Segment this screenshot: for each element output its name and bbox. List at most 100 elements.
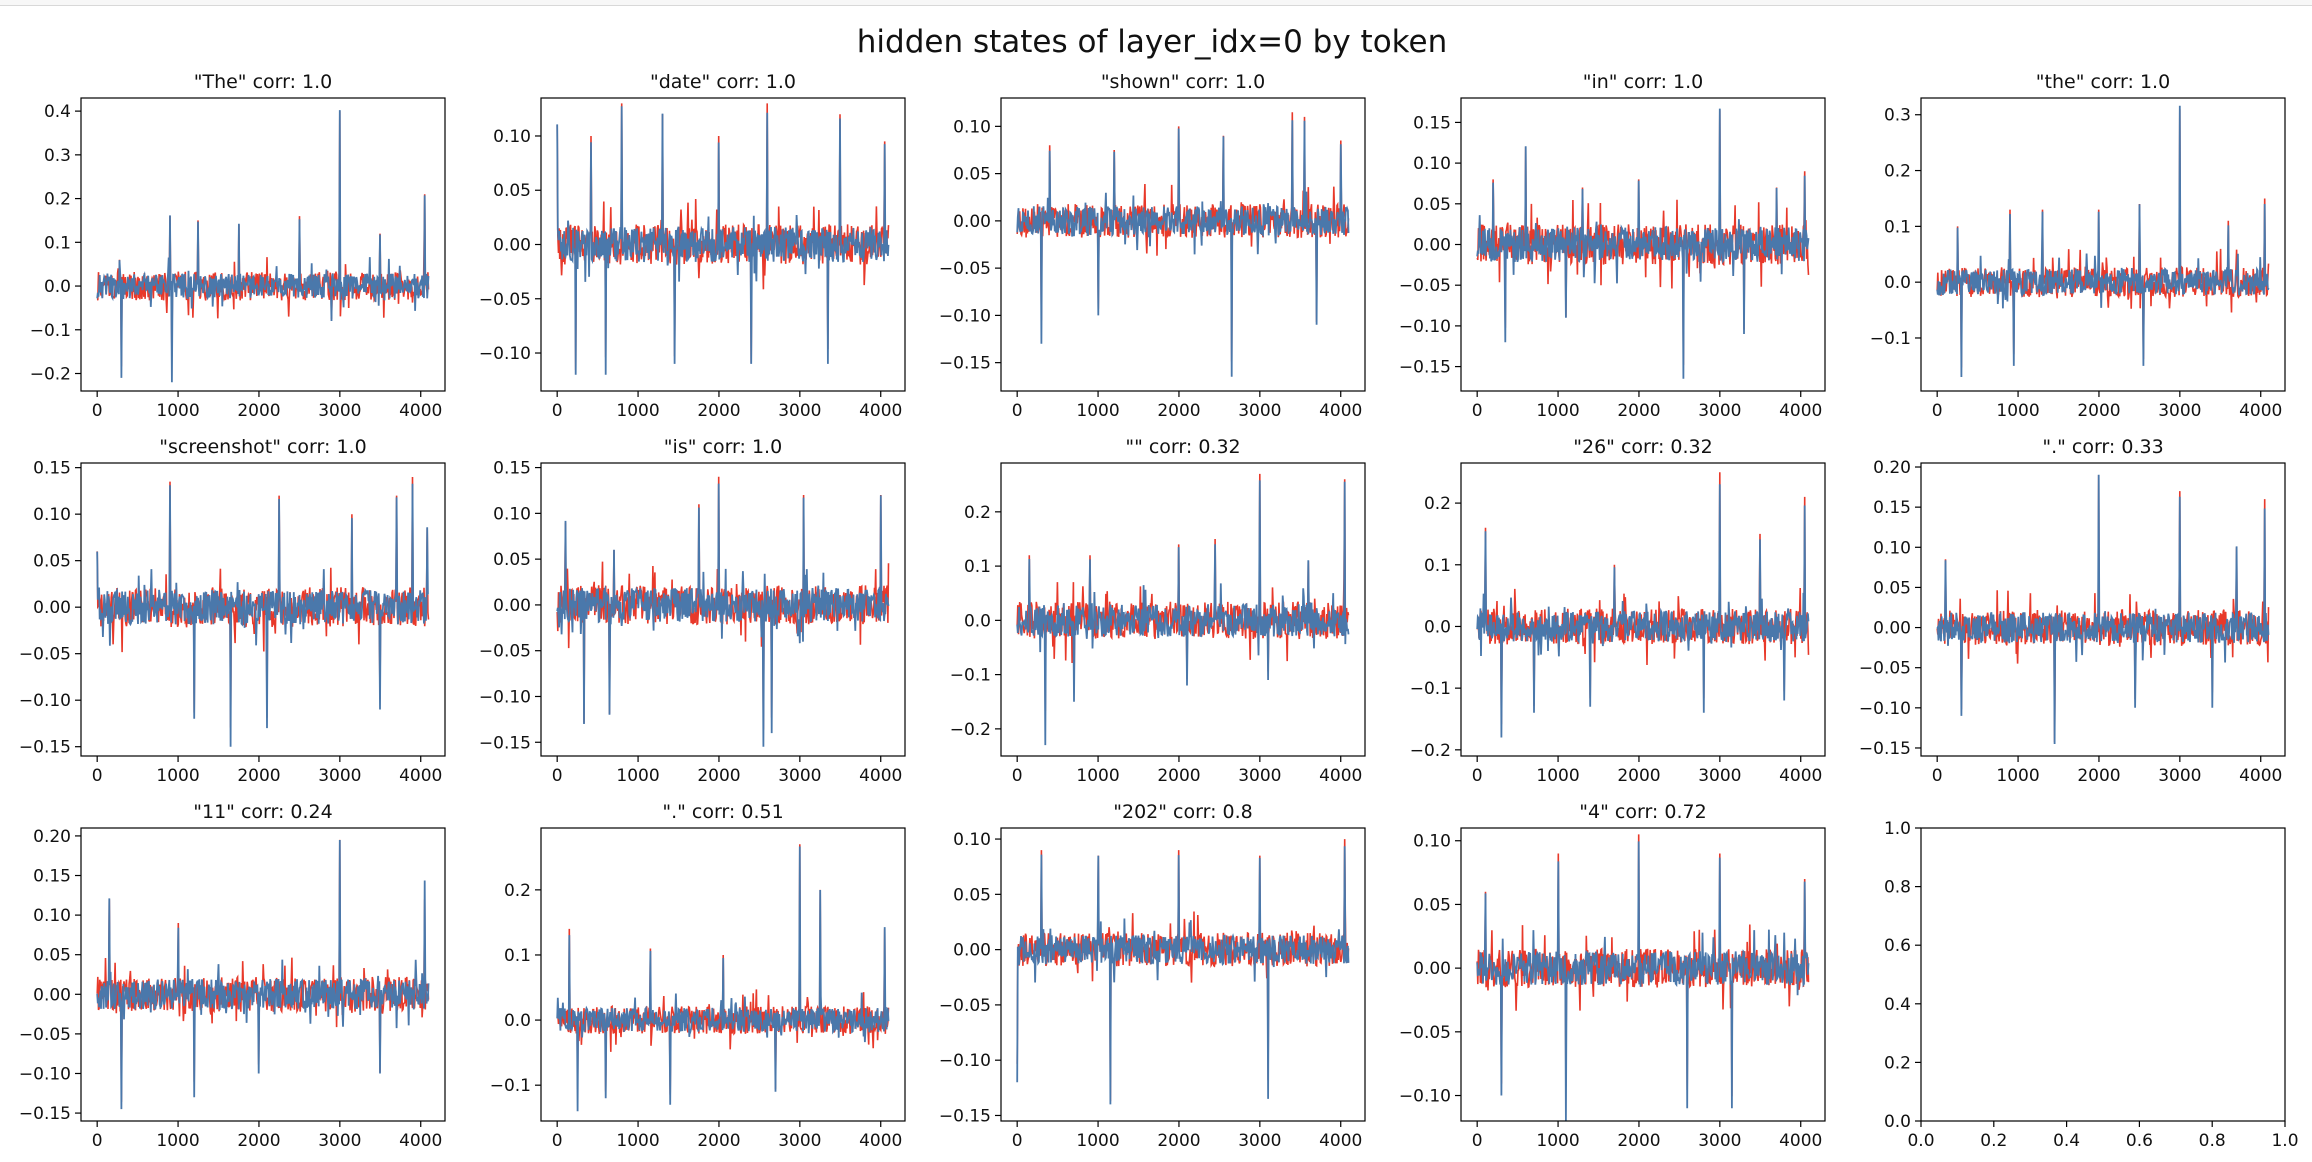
series-blue-line [1016,846,1350,1105]
y-tick-label: 0.10 [33,906,71,926]
y-tick-label: 0.0 [44,277,71,297]
y-tick-label: 0.00 [33,598,71,618]
series-red-line [1016,112,1350,362]
y-tick-label: −0.1 [30,321,71,341]
y-tick-label: 0.05 [493,550,531,570]
series-blue-line [556,106,890,375]
y-tick-label: 0.00 [953,941,991,961]
y-tick-label: 0.0 [964,611,991,631]
series-blue-line [556,483,890,747]
axes-frame [540,462,906,757]
subplot-title: "screenshot" corr: 1.0 [159,436,366,458]
x-tick-label: 0.4 [2053,1131,2080,1151]
y-tick-label: 0.15 [1873,498,1911,518]
x-tick-label: 2000 [1157,401,1200,421]
y-tick-label: −0.05 [1399,276,1451,296]
y-tick-label: −0.10 [1399,317,1451,337]
y-tick-label: −0.15 [479,733,531,753]
y-tick-label: 0.2 [504,881,531,901]
subplot-title: "." corr: 0.51 [662,801,783,823]
subplot-11: 0 1000 2000 3000 4000 −0.15 −0.10 −0.05 0.00 0.05… [19,801,446,1151]
y-tick-label: 0.15 [1413,113,1451,133]
subplot-title: "26" corr: 0.32 [1573,436,1712,458]
x-tick-label: 1000 [1076,401,1119,421]
x-tick-label: 3000 [778,1131,821,1151]
x-tick-label: 1000 [1996,401,2039,421]
y-tick-label: 0.00 [953,212,991,232]
y-tick-label: 0.10 [953,830,991,850]
x-tick-label: 1.0 [2271,1131,2298,1151]
x-tick-label: 0.6 [2126,1131,2153,1151]
y-tick-label: −0.15 [939,354,991,374]
x-tick-label: 1000 [1536,1131,1579,1151]
subplot-8: 0 1000 2000 3000 4000 −0.2 −0.1 0.0 0.1 0.2 "" cor… [950,436,1366,786]
y-tick-label: 0.10 [953,117,991,137]
y-tick-label: 0.00 [1413,236,1451,256]
x-tick-label: 1000 [616,401,659,421]
y-tick-label: 0.10 [493,504,531,524]
y-tick-label: 0.10 [1413,832,1451,852]
y-tick-label: 0.05 [1873,578,1911,598]
x-tick-label: 4000 [1319,401,1362,421]
y-tick-label: 0.05 [33,946,71,966]
x-tick-label: 4000 [1779,1131,1822,1151]
y-tick-label: −0.1 [950,666,991,686]
x-tick-label: 4000 [1779,401,1822,421]
x-tick-label: 4000 [859,766,902,786]
y-tick-label: −0.05 [479,642,531,662]
subplot-5: 0 1000 2000 3000 4000 −0.1 0.0 0.1 0.2 0.3 "the" c… [1870,71,2286,421]
x-tick-label: 1000 [1536,766,1579,786]
subplot-10: 0 1000 2000 3000 4000 −0.15 −0.10 −0.05 0.00 0.05… [1859,436,2286,786]
y-tick-label: 0.00 [493,596,531,616]
y-tick-label: −0.15 [19,1104,71,1124]
y-tick-label: 0.6 [1884,936,1911,956]
x-tick-label: 0 [552,766,563,786]
x-tick-label: 1000 [1536,401,1579,421]
y-tick-label: 0.0 [1424,617,1451,637]
x-tick-label: 3000 [778,766,821,786]
y-tick-label: 0.1 [1424,556,1451,576]
y-tick-label: −0.10 [1859,699,1911,719]
y-tick-label: −0.10 [939,306,991,326]
x-tick-label: 2000 [697,1131,740,1151]
y-tick-label: −0.10 [1399,1087,1451,1107]
x-tick-label: 1000 [156,1131,199,1151]
subplot-title: "date" corr: 1.0 [650,71,796,93]
x-tick-label: 1000 [156,766,199,786]
y-tick-label: 0.20 [1873,458,1911,478]
y-tick-label: 0.0 [1884,1112,1911,1132]
axes-frame [80,462,446,757]
x-tick-label: 4000 [2239,766,2282,786]
x-tick-label: 2000 [237,766,280,786]
y-tick-label: −0.05 [939,996,991,1016]
y-tick-label: −0.2 [950,720,991,740]
axes-frame [80,827,446,1122]
x-tick-label: 0 [92,766,103,786]
x-tick-label: 0 [1472,401,1483,421]
subplot-6: 0 1000 2000 3000 4000 −0.15 −0.10 −0.05 0.00 0.05… [19,436,446,786]
y-tick-label: 0.3 [1884,106,1911,126]
y-tick-label: 0.2 [1884,1053,1911,1073]
subplot-15: 0.0 0.2 0.4 0.6 0.8 1.0 0.0 0.2 0.4 0.6 0.8 1.0 [1884,819,2299,1151]
x-tick-label: 3000 [1238,1131,1281,1151]
y-tick-label: 1.0 [1884,819,1911,839]
x-tick-label: 0 [92,1131,103,1151]
x-tick-label: 3000 [2158,766,2201,786]
subplot-13: 0 1000 2000 3000 4000 −0.15 −0.10 −0.05 0.00 0.05… [939,801,1366,1151]
y-tick-label: 0.05 [1413,895,1451,915]
axes-frame [80,97,446,392]
series-red-line [1936,109,2270,368]
x-tick-label: 2000 [1617,401,1660,421]
x-tick-label: 1000 [1076,766,1119,786]
y-tick-label: 0.05 [493,181,531,201]
x-tick-label: 0 [1932,766,1943,786]
x-tick-label: 2000 [1157,1131,1200,1151]
y-tick-label: 0.00 [493,236,531,256]
axes-frame [1000,827,1366,1122]
axes-frame [540,827,906,1122]
y-tick-label: −0.2 [1410,741,1451,761]
y-tick-label: −0.10 [19,691,71,711]
x-tick-label: 3000 [1698,1131,1741,1151]
series-blue-line [1016,480,1350,746]
y-tick-label: −0.10 [939,1051,991,1071]
